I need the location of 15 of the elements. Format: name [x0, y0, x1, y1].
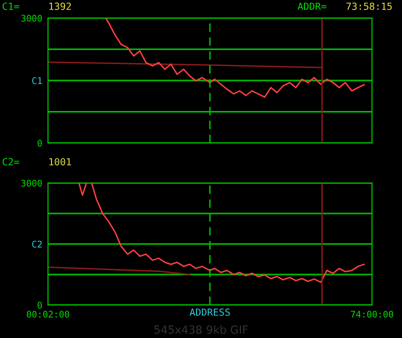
- text: 73:58:15: [346, 2, 392, 10]
- x-axis-title: ADDRESS: [190, 308, 230, 316]
- x-tick-label: 74:00:00: [350, 310, 394, 318]
- text: 1001: [49, 158, 71, 166]
- y-tick-label: 3000: [21, 180, 42, 187]
- text: ADDR=: [298, 2, 326, 10]
- text: C1=: [2, 2, 20, 10]
- y-tick-label: 0: [38, 302, 42, 309]
- y-tick-label: C2: [32, 240, 42, 248]
- y-tick-label: C1: [32, 77, 42, 84]
- y-tick-label: 3000: [21, 14, 42, 22]
- x-tick-label: 00:02:00: [26, 310, 70, 318]
- text: C2=: [2, 158, 20, 166]
- text: 1392: [49, 2, 71, 10]
- y-tick-label: 0: [38, 140, 42, 147]
